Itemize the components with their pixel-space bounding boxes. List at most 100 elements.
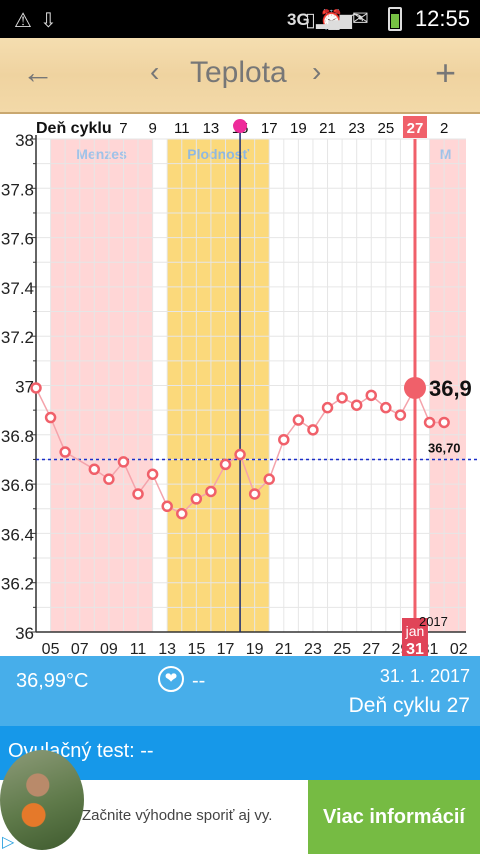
status-right-icons: ▯⏰◠ — [305, 8, 368, 32]
temperature-value: 36,99°C — [16, 670, 89, 692]
x-tick-label: 25 — [333, 641, 351, 656]
y-tick-label: 37 — [15, 378, 34, 397]
cycle-tick-label: 13 — [203, 120, 220, 137]
data-point — [394, 409, 407, 421]
data-point — [190, 493, 203, 505]
clock: 12:55 — [414, 6, 470, 31]
selected-date-box — [401, 618, 428, 656]
data-point — [146, 468, 159, 480]
highlight-point — [403, 376, 426, 399]
cycle-tick-label: 25 — [377, 120, 394, 137]
data-point — [321, 401, 334, 414]
series-line — [35, 386, 445, 515]
data-point — [423, 416, 436, 429]
y-tick-label: 36 — [15, 624, 34, 643]
x-tick-label: 17 — [217, 641, 235, 656]
highlight-label: 36,9 — [429, 376, 472, 401]
y-tick-label: 37.2 — [1, 328, 34, 347]
selected-day-label: 31 — [406, 641, 424, 656]
y-tick-label: 37.8 — [1, 180, 34, 199]
x-tick-label: 09 — [100, 641, 118, 656]
plus-icon[interactable]: + — [434, 52, 456, 93]
data-point — [103, 473, 115, 485]
y-tick-label: 38 — [15, 131, 34, 150]
y-tick-label: 36.2 — [1, 575, 34, 594]
reference-line-label: 36,70 — [428, 440, 461, 455]
y-tick-label: 37.4 — [1, 279, 34, 298]
warning-icon: ⚠ — [14, 10, 40, 32]
band-label: Plodnosť — [187, 146, 249, 162]
y-tick-label: 36.6 — [1, 476, 34, 495]
x-tick-label: 15 — [187, 641, 205, 656]
heart-icon[interactable]: ❤ — [158, 666, 184, 692]
x-tick-label: 23 — [304, 641, 322, 656]
data-point — [380, 401, 392, 414]
x-tick-label: 07 — [71, 641, 89, 656]
data-point — [336, 392, 348, 404]
cycle-tick-label: 11 — [174, 120, 190, 137]
download-icon: ⇩ — [39, 10, 65, 32]
x-tick-label: 13 — [158, 641, 176, 656]
band-label: M — [440, 146, 452, 162]
chevron-left-icon[interactable]: ‹ — [150, 56, 160, 87]
cycle-tick-label: 27 — [407, 120, 424, 137]
cycle-tick-label: 7 — [119, 120, 127, 137]
y-tick-label: 36.4 — [1, 525, 34, 544]
data-point — [307, 424, 319, 436]
data-point — [161, 500, 173, 513]
vibrate-icon: ▯ — [305, 10, 320, 31]
data-point — [278, 433, 290, 446]
data-point — [365, 389, 378, 402]
cycle-tick-label: 9 — [148, 120, 156, 137]
heart-value: -- — [192, 670, 206, 692]
cycle-tick-label: 21 — [319, 120, 336, 137]
arrow-left-icon[interactable]: ← — [22, 54, 54, 90]
x-tick-label: 21 — [275, 641, 293, 656]
data-point — [438, 416, 450, 429]
temperature-chart[interactable]: Menzes Plodnosť M 38 37.8 37.6 37.4 37.2 37 36.8… — [0, 114, 480, 656]
cycle-tick-label: 19 — [290, 120, 307, 137]
wifi-icon: ◠ — [347, 10, 368, 31]
ad-button[interactable]: Viac informácií — [308, 780, 480, 854]
info-panel: 36,99°C ❤ -- 31. 1. 2017 Deň cyklu 27 — [0, 656, 480, 726]
status-left-icons: ⚠⇩ — [14, 8, 65, 33]
selected-date: 31. 1. 2017 — [379, 666, 470, 686]
x-tick-label: 27 — [362, 641, 380, 656]
data-point — [117, 456, 130, 468]
data-point — [205, 485, 217, 498]
band-label: Menzes — [76, 146, 127, 162]
data-point — [219, 458, 232, 471]
selected-cycle-box — [402, 116, 427, 138]
x-tick-label: 02 — [450, 641, 468, 656]
ovulation-panel[interactable]: Ovulačný test: -- — [0, 726, 480, 780]
data-point — [292, 414, 305, 426]
data-point — [88, 463, 101, 476]
status-bar: ⚠⇩ ▯⏰◠ 3G ▂▄▆ ✉ 12:55 — [0, 0, 480, 38]
adchoices-icon[interactable]: ▷ — [2, 834, 15, 851]
data-point — [30, 382, 42, 394]
data-point — [44, 411, 57, 424]
signal-icon: ▂▄▆ — [316, 12, 352, 29]
y-tick-label: 36.8 — [1, 427, 34, 446]
data-point — [176, 507, 188, 520]
chevron-right-icon[interactable]: › — [312, 56, 322, 87]
cycle-day-text: Deň cyklu 27 — [348, 694, 470, 717]
network-type: 3G — [287, 10, 310, 29]
selected-year-label: 2017 — [419, 614, 448, 629]
battery-icon — [388, 7, 402, 31]
alarm-icon: ⏰ — [319, 10, 348, 31]
ad-banner[interactable]: ▷ Začnite výhodne sporiť aj vy. Viac inf… — [0, 750, 480, 854]
data-point — [248, 488, 261, 500]
data-point — [263, 473, 275, 485]
data-point — [234, 448, 246, 461]
selected-month-label: jan — [405, 623, 425, 639]
page-title: Teplota — [190, 56, 287, 89]
ad-text[interactable]: Začnite výhodne sporiť aj vy. — [82, 807, 273, 824]
y-tick-label: 37.6 — [1, 230, 34, 249]
ad-photo[interactable] — [0, 750, 84, 850]
cycle-tick-label: 23 — [348, 120, 365, 137]
data-point — [350, 399, 363, 411]
data-point — [59, 446, 71, 458]
x-tick-label: 11 — [130, 641, 147, 656]
cycle-tick-label: 17 — [261, 120, 278, 137]
